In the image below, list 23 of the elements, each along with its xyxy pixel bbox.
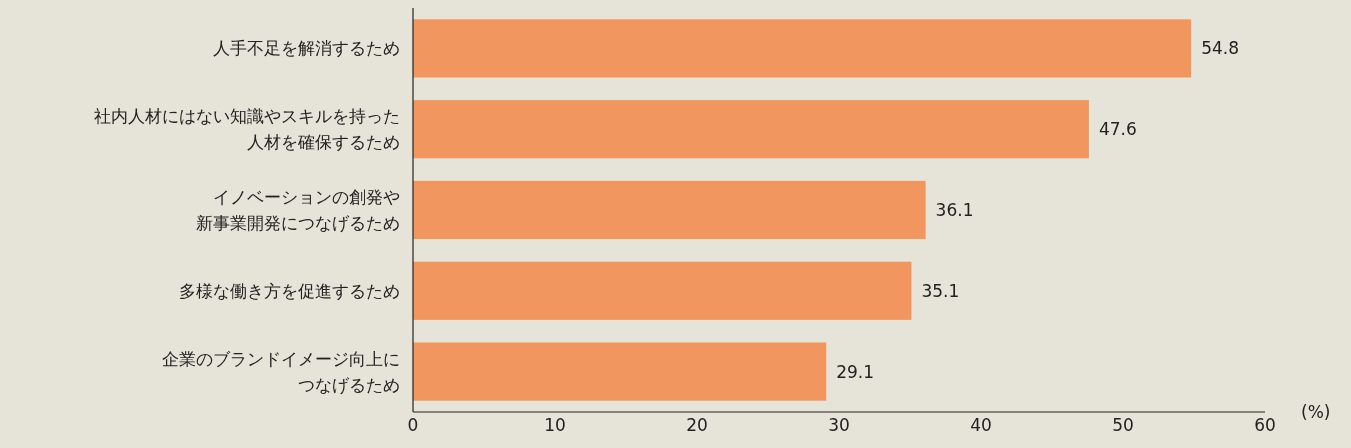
y-tick-label: 社内人材にはない知識やスキルを持った人材を確保するため [94, 106, 400, 153]
x-tick-label: 10 [544, 415, 566, 435]
data-label: 47.6 [1098, 119, 1137, 140]
x-tick-label: 20 [686, 415, 708, 435]
data-label: 54.8 [1201, 38, 1240, 59]
bar [413, 19, 1192, 78]
data-label: 35.1 [921, 280, 960, 301]
bar [413, 100, 1089, 159]
y-tick-label: 人手不足を解消するため [213, 38, 400, 59]
data-label: 29.1 [836, 361, 875, 382]
y-tick-label: イノベーションの創発や新事業開発につなげるため [196, 187, 400, 233]
x-tick-label: 50 [1112, 415, 1134, 435]
x-tick-label: 60 [1254, 415, 1276, 435]
bar [413, 180, 926, 240]
x-tick-label: 30 [828, 415, 850, 435]
x-tick-label: 40 [970, 415, 992, 435]
bar [413, 261, 912, 320]
data-label: 36.1 [935, 200, 974, 220]
y-tick-label: 企業のブランドイメージ向上につなげるため [162, 348, 400, 395]
bar [413, 342, 827, 401]
y-tick-label: 多様な働き方を促進するため [179, 280, 400, 301]
x-axis-title: (%) [1301, 402, 1331, 422]
x-tick-label: 0 [407, 415, 419, 435]
